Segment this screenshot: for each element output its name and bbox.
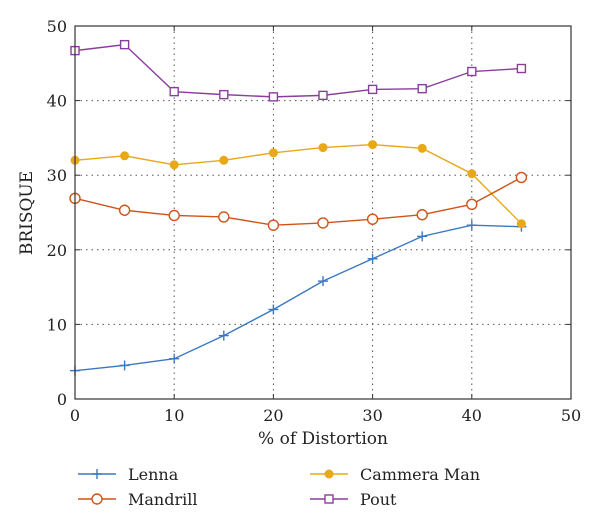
data-point-cammera-man [467, 169, 477, 179]
data-point-lenna [119, 360, 130, 371]
y-tick-label: 50 [47, 17, 67, 36]
data-point-pout [467, 66, 477, 77]
legend-item-mandrill: Mandrill [78, 490, 197, 509]
data-point-lenna [268, 304, 279, 315]
x-tick-label: 20 [263, 406, 283, 425]
data-point-pout [219, 89, 229, 100]
data-point-pout [169, 86, 179, 97]
legend-item-cammera-man: Cammera Man [310, 465, 480, 484]
series-lines [69, 39, 528, 376]
legend: Lenna Cammera Man Mandrill Pout [78, 465, 480, 509]
data-point-cammera-man [417, 143, 427, 153]
legend-marker [324, 469, 334, 479]
data-point-mandrill [366, 213, 379, 225]
y-tick-label: 30 [47, 166, 67, 185]
series-line-pout [74, 43, 522, 98]
data-point-pout [318, 90, 328, 101]
series-cammera-man [70, 140, 526, 229]
legend-marker [324, 494, 334, 504]
data-point-mandrill [466, 198, 478, 210]
series-line-lenna [74, 224, 522, 372]
legend-marker [92, 469, 102, 479]
data-point-lenna [318, 276, 328, 287]
series-lenna [70, 220, 527, 376]
data-point-pout [516, 63, 527, 74]
data-point-cammera-man [368, 140, 378, 150]
data-point-mandrill [218, 211, 230, 223]
data-point-mandrill [317, 217, 329, 229]
data-point-mandrill [168, 209, 180, 222]
data-point-cammera-man [169, 160, 179, 170]
data-point-cammera-man [318, 143, 328, 153]
grid-lines [75, 26, 571, 399]
data-point-lenna [466, 220, 477, 231]
legend-label: Cammera Man [360, 465, 480, 484]
data-point-lenna [367, 253, 378, 264]
legend-label: Mandrill [128, 490, 197, 509]
plot-frame [74, 25, 572, 400]
x-tick-label: 40 [462, 406, 482, 425]
data-point-pout [417, 83, 427, 94]
series-mandrill [69, 171, 528, 231]
y-axis-title: BRISQUE [17, 171, 37, 255]
x-tick-label: 0 [70, 406, 80, 425]
legend-marker [91, 493, 103, 505]
data-point-pout [367, 84, 378, 95]
series-pout [70, 39, 527, 102]
data-point-pout [119, 39, 130, 50]
y-tick-label: 10 [47, 315, 67, 334]
legend-item-lenna: Lenna [78, 465, 179, 484]
x-tick-label: 50 [561, 406, 581, 425]
data-point-mandrill [267, 219, 280, 231]
x-tick-label: 30 [362, 406, 382, 425]
data-point-mandrill [118, 204, 131, 216]
legend-item-pout: Pout [310, 490, 397, 509]
data-point-cammera-man [219, 155, 229, 165]
data-point-mandrill [416, 209, 428, 221]
data-point-lenna [218, 330, 229, 341]
x-axis-title: % of Distortion [258, 429, 388, 449]
data-point-cammera-man [268, 148, 278, 158]
y-tick-label: 0 [57, 390, 67, 409]
data-point-lenna [169, 353, 180, 364]
data-point-pout [268, 92, 279, 102]
legend-label: Lenna [128, 465, 179, 484]
data-point-lenna [417, 231, 428, 242]
data-point-cammera-man [120, 151, 130, 161]
data-point-mandrill [515, 171, 528, 184]
legend-label: Pout [360, 490, 397, 509]
data-point-cammera-man [516, 219, 526, 229]
y-tick-label: 20 [47, 241, 67, 260]
series-line-cammera-man [74, 143, 522, 225]
x-tick-label: 10 [164, 406, 184, 425]
axis-ticks: 0 10 20 30 40 50 0 10 20 30 40 50 [47, 17, 582, 425]
series-line-mandrill [74, 176, 522, 226]
y-tick-label: 40 [47, 92, 67, 111]
